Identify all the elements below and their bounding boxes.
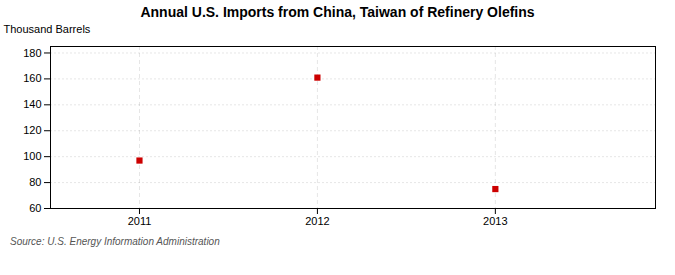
svg-text:120: 120 [23,124,41,136]
svg-text:160: 160 [23,72,41,84]
html-text:Source: U.S. Energy Informatio: Source: U.S. Energy Information Administ… [10,236,220,247]
svg-text:2013: 2013 [483,215,507,227]
svg-text:80: 80 [29,176,41,188]
svg-text:180: 180 [23,47,41,59]
svg-text:2012: 2012 [305,215,329,227]
svg-text:140: 140 [23,98,41,110]
svg-text:Thousand Barrels: Thousand Barrels [4,23,91,35]
html-text:Annual U.S. Imports from China: Annual U.S. Imports from China, Taiwan o… [140,4,535,20]
svg-text:100: 100 [23,150,41,162]
svg-text:60: 60 [29,202,41,214]
svg-text:2011: 2011 [128,215,152,227]
